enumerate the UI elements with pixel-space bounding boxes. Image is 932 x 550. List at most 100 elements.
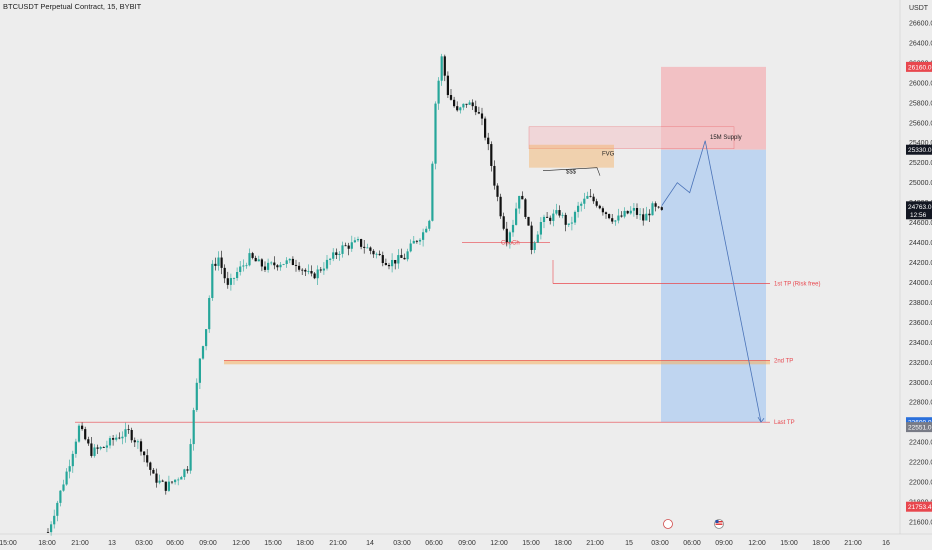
- candle-body[interactable]: [524, 199, 527, 217]
- candle-body[interactable]: [155, 473, 158, 483]
- candle-body[interactable]: [583, 198, 586, 204]
- candle-body[interactable]: [158, 480, 161, 483]
- candle-body[interactable]: [62, 484, 65, 491]
- candle-body[interactable]: [490, 144, 493, 166]
- candle-body[interactable]: [561, 214, 564, 216]
- candle-body[interactable]: [189, 444, 192, 471]
- candle-body[interactable]: [87, 439, 90, 444]
- candle-body[interactable]: [648, 213, 651, 216]
- candle-body[interactable]: [387, 264, 391, 267]
- candle-body[interactable]: [453, 99, 456, 107]
- candle-body[interactable]: [564, 214, 567, 225]
- price-label-current[interactable]: [906, 201, 932, 220]
- candle-body[interactable]: [335, 252, 338, 256]
- price-label-entry[interactable]: [906, 144, 932, 155]
- candle-body[interactable]: [555, 210, 558, 214]
- candle-body[interactable]: [406, 251, 409, 260]
- candle-body[interactable]: [592, 196, 595, 202]
- candle-body[interactable]: [223, 267, 226, 279]
- candle-body[interactable]: [170, 481, 174, 483]
- fvg-zone[interactable]: [529, 144, 614, 168]
- candle-body[interactable]: [242, 265, 245, 267]
- candle-body[interactable]: [90, 443, 93, 456]
- candle-body[interactable]: [273, 262, 276, 266]
- candle-body[interactable]: [74, 441, 77, 454]
- candle-body[interactable]: [381, 255, 384, 264]
- candle-body[interactable]: [301, 269, 304, 271]
- candle-body[interactable]: [366, 247, 369, 249]
- candle-body[interactable]: [167, 481, 170, 491]
- candle-body[interactable]: [180, 477, 183, 480]
- candle-body[interactable]: [378, 253, 381, 256]
- candle-body[interactable]: [440, 56, 443, 81]
- candle-body[interactable]: [542, 216, 546, 223]
- candle-body[interactable]: [226, 278, 229, 285]
- candle-body[interactable]: [115, 437, 118, 440]
- candle-body[interactable]: [487, 137, 490, 145]
- candle-body[interactable]: [329, 258, 332, 260]
- candle-body[interactable]: [645, 213, 648, 221]
- candle-body[interactable]: [118, 437, 121, 439]
- candle-body[interactable]: [245, 265, 248, 267]
- candle-body[interactable]: [68, 466, 71, 472]
- candle-body[interactable]: [580, 203, 583, 206]
- candle-body[interactable]: [310, 271, 313, 274]
- candle-body[interactable]: [573, 211, 577, 223]
- take-profit-zone[interactable]: [661, 149, 766, 423]
- candle-body[interactable]: [96, 447, 99, 449]
- candle-body[interactable]: [192, 410, 195, 445]
- candle-body[interactable]: [149, 462, 152, 470]
- candle-body[interactable]: [598, 205, 601, 209]
- candle-body[interactable]: [251, 253, 254, 258]
- candle-body[interactable]: [635, 208, 639, 215]
- candle-body[interactable]: [375, 253, 378, 255]
- candle-body[interactable]: [307, 271, 310, 272]
- candle-body[interactable]: [257, 259, 260, 262]
- candle-body[interactable]: [446, 75, 449, 96]
- candle-body[interactable]: [267, 262, 270, 270]
- candle-body[interactable]: [496, 185, 499, 197]
- candle-body[interactable]: [617, 215, 620, 221]
- event-marker-icon[interactable]: [663, 519, 673, 529]
- candle-body[interactable]: [449, 95, 453, 100]
- candle-body[interactable]: [539, 222, 542, 235]
- candle-body[interactable]: [431, 163, 434, 221]
- candle-body[interactable]: [505, 228, 508, 243]
- candle-body[interactable]: [164, 481, 167, 491]
- candle-body[interactable]: [341, 245, 344, 254]
- candle-body[interactable]: [195, 382, 198, 411]
- candle-body[interactable]: [425, 228, 428, 233]
- candle-body[interactable]: [112, 438, 115, 440]
- candle-body[interactable]: [549, 217, 552, 221]
- candle-body[interactable]: [77, 425, 81, 442]
- supply-zone[interactable]: [528, 126, 735, 149]
- candle-body[interactable]: [93, 447, 96, 456]
- candle-body[interactable]: [186, 469, 189, 471]
- candle-body[interactable]: [152, 469, 155, 474]
- candle-body[interactable]: [428, 220, 431, 229]
- candle-body[interactable]: [174, 479, 177, 483]
- candle-body[interactable]: [239, 266, 242, 272]
- candle-body[interactable]: [511, 224, 515, 233]
- candle-body[interactable]: [409, 243, 412, 252]
- candle-body[interactable]: [570, 222, 573, 224]
- candle-body[interactable]: [586, 195, 589, 199]
- candle-body[interactable]: [236, 271, 239, 279]
- candle-body[interactable]: [391, 259, 394, 267]
- price-label-stop[interactable]: [906, 61, 932, 72]
- candle-body[interactable]: [468, 102, 471, 105]
- candle-body[interactable]: [325, 259, 329, 269]
- candle-body[interactable]: [130, 429, 133, 441]
- candle-body[interactable]: [620, 215, 623, 217]
- candle-body[interactable]: [412, 240, 415, 244]
- candle-body[interactable]: [124, 429, 127, 437]
- candle-body[interactable]: [508, 232, 511, 243]
- candle-body[interactable]: [183, 469, 186, 478]
- candle-body[interactable]: [136, 441, 139, 443]
- candle-body[interactable]: [198, 358, 201, 383]
- candle-body[interactable]: [248, 253, 251, 266]
- candle-body[interactable]: [71, 453, 74, 467]
- candle-body[interactable]: [344, 245, 347, 247]
- candle-body[interactable]: [654, 203, 657, 207]
